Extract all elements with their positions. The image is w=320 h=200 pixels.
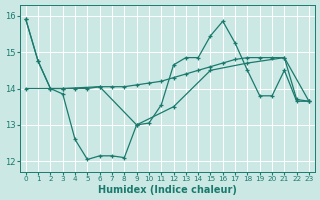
X-axis label: Humidex (Indice chaleur): Humidex (Indice chaleur)	[98, 185, 237, 195]
